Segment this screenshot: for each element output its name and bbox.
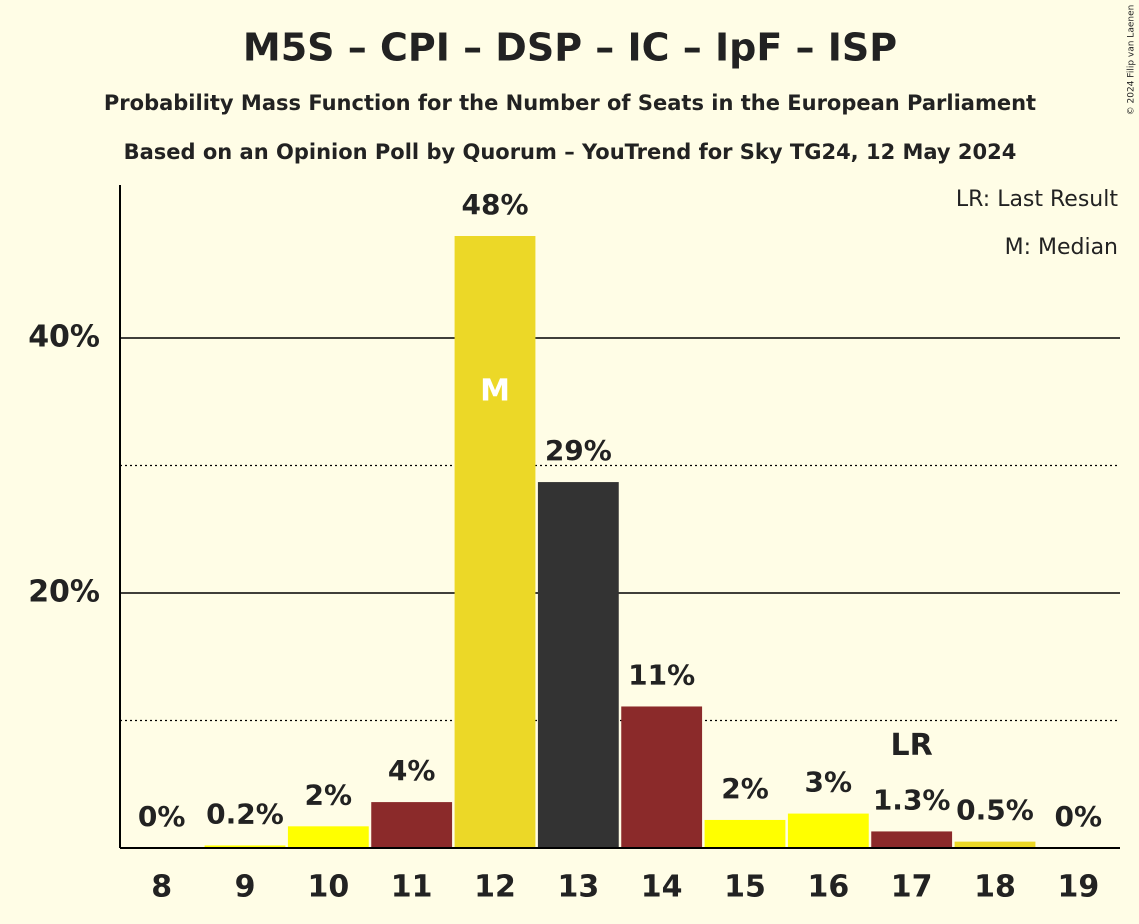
annotation: LR	[891, 728, 933, 763]
value-label: 11%	[628, 658, 695, 691]
bar	[871, 831, 953, 848]
bar	[787, 813, 869, 848]
chart-title: M5S – CPI – DSP – IC – IpF – ISP	[243, 26, 897, 70]
x-tick-label: 11	[391, 870, 433, 905]
value-label: 4%	[388, 754, 436, 787]
y-tick-label: 40%	[28, 320, 100, 355]
chart-subtitle: Probability Mass Function for the Number…	[104, 91, 1036, 115]
bar	[537, 482, 619, 848]
x-tick-label: 17	[891, 870, 933, 905]
x-tick-label: 15	[724, 870, 766, 905]
bar	[954, 841, 1036, 848]
value-label: 0%	[1055, 800, 1103, 833]
value-label: 3%	[805, 766, 853, 799]
x-tick-label: 10	[307, 870, 349, 905]
credit: © 2024 Filip van Laenen	[1127, 5, 1137, 116]
value-label: 0%	[138, 800, 186, 833]
bar	[621, 706, 703, 848]
value-label: 1.3%	[873, 783, 951, 816]
chart-subtitle: Based on an Opinion Poll by Quorum – You…	[124, 140, 1017, 164]
x-tick-label: 18	[974, 870, 1016, 905]
bar	[704, 819, 786, 848]
x-tick-label: 8	[151, 870, 172, 905]
value-label: 48%	[461, 188, 528, 221]
x-tick-label: 19	[1057, 870, 1099, 905]
y-tick-label: 20%	[28, 575, 100, 610]
value-label: 29%	[545, 434, 612, 467]
value-label: 0.2%	[206, 797, 284, 830]
legend-note: LR: Last Result	[956, 187, 1118, 212]
bar	[204, 845, 286, 848]
x-tick-label: 16	[807, 870, 849, 905]
value-label: 2%	[305, 778, 353, 811]
legend-note: M: Median	[1005, 235, 1118, 260]
x-tick-label: 12	[474, 870, 516, 905]
bar	[371, 802, 453, 848]
x-tick-label: 13	[557, 870, 599, 905]
x-tick-label: 14	[641, 870, 683, 905]
bar	[454, 236, 536, 848]
annotation: M	[480, 374, 510, 409]
x-tick-label: 9	[235, 870, 256, 905]
bar	[287, 826, 369, 848]
value-label: 2%	[721, 772, 769, 805]
value-label: 0.5%	[956, 794, 1034, 827]
